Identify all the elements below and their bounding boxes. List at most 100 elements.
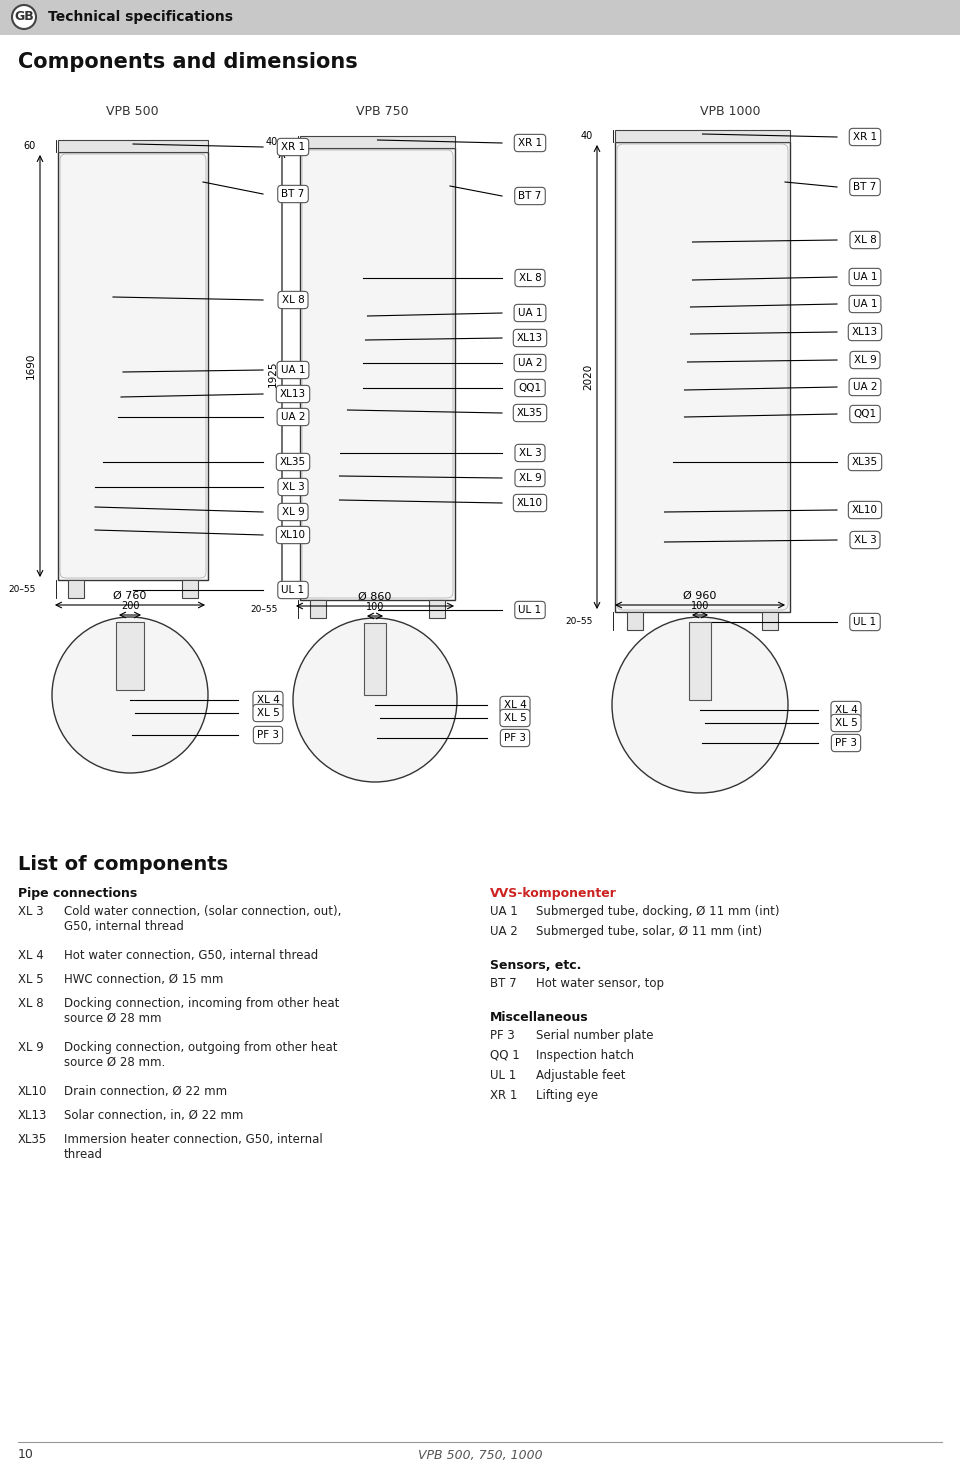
Text: PF 3: PF 3: [504, 733, 526, 743]
Text: Submerged tube, docking, Ø 11 mm (int): Submerged tube, docking, Ø 11 mm (int): [536, 905, 780, 918]
Text: Ø 860: Ø 860: [358, 593, 392, 602]
Text: 1925: 1925: [268, 361, 278, 387]
Text: QQ1: QQ1: [853, 409, 876, 418]
Bar: [615, 130, 790, 142]
Text: XL 3: XL 3: [281, 482, 304, 492]
Text: GB: GB: [14, 10, 34, 24]
Text: Solar connection, in, Ø 22 mm: Solar connection, in, Ø 22 mm: [64, 1108, 244, 1122]
Text: PF 3: PF 3: [257, 730, 279, 740]
Bar: [429, 600, 445, 618]
Text: XL 9: XL 9: [18, 1041, 44, 1054]
Text: 20–55: 20–55: [565, 616, 593, 625]
Text: Technical specifications: Technical specifications: [48, 10, 233, 24]
Circle shape: [52, 616, 208, 773]
Text: VPB 500: VPB 500: [106, 105, 158, 118]
Text: XL35: XL35: [516, 408, 543, 418]
Text: XL 5: XL 5: [18, 973, 43, 986]
Text: XL 4: XL 4: [834, 705, 857, 715]
Text: XL10: XL10: [852, 505, 878, 514]
Text: 200: 200: [121, 602, 139, 610]
Text: XL10: XL10: [280, 531, 306, 539]
Text: XR 1: XR 1: [490, 1089, 517, 1103]
Text: 100: 100: [366, 602, 384, 612]
Bar: [762, 612, 778, 630]
Text: Miscellaneous: Miscellaneous: [490, 1011, 588, 1024]
Text: Cold water connection, (solar connection, out),
G50, internal thread: Cold water connection, (solar connection…: [64, 905, 342, 933]
Text: Serial number plate: Serial number plate: [536, 1029, 654, 1042]
Text: Inspection hatch: Inspection hatch: [536, 1049, 634, 1063]
Text: Adjustable feet: Adjustable feet: [536, 1069, 626, 1082]
Text: XL 3: XL 3: [853, 535, 876, 545]
Text: BT 7: BT 7: [281, 189, 304, 200]
Circle shape: [612, 616, 788, 794]
Text: UL 1: UL 1: [518, 605, 541, 615]
Text: XL 8: XL 8: [18, 998, 43, 1009]
Text: UA 2: UA 2: [280, 412, 305, 423]
Text: Ø 960: Ø 960: [684, 591, 717, 602]
Text: Docking connection, outgoing from other heat
source Ø 28 mm.: Docking connection, outgoing from other …: [64, 1041, 338, 1069]
Text: XL10: XL10: [517, 498, 543, 508]
Text: BT 7: BT 7: [853, 182, 876, 192]
Text: XL 4: XL 4: [18, 949, 44, 962]
Text: XL 3: XL 3: [18, 905, 43, 918]
Text: XL 5: XL 5: [834, 718, 857, 729]
Text: Components and dimensions: Components and dimensions: [18, 52, 358, 72]
Bar: [310, 600, 326, 618]
Text: 60: 60: [24, 140, 36, 151]
Text: XL 8: XL 8: [518, 273, 541, 282]
Text: Drain connection, Ø 22 mm: Drain connection, Ø 22 mm: [64, 1085, 228, 1098]
Text: 40: 40: [581, 132, 593, 140]
Text: UA 2: UA 2: [517, 358, 542, 368]
Text: 20–55: 20–55: [251, 605, 278, 613]
Text: XL 9: XL 9: [853, 355, 876, 365]
Text: QQ 1: QQ 1: [490, 1049, 519, 1063]
Text: Submerged tube, solar, Ø 11 mm (int): Submerged tube, solar, Ø 11 mm (int): [536, 925, 762, 939]
Text: UA 1: UA 1: [490, 905, 517, 918]
Text: XR 1: XR 1: [518, 137, 542, 148]
Bar: [68, 579, 84, 599]
Bar: [58, 140, 208, 152]
Text: XL13: XL13: [18, 1108, 47, 1122]
Bar: [58, 152, 208, 579]
Text: 10: 10: [18, 1448, 34, 1462]
Text: XL 4: XL 4: [504, 701, 526, 709]
Text: XL35: XL35: [852, 457, 878, 467]
Text: UA 1: UA 1: [852, 272, 877, 282]
Text: UL 1: UL 1: [490, 1069, 516, 1082]
Text: XR 1: XR 1: [852, 132, 877, 142]
Text: XL 4: XL 4: [256, 695, 279, 705]
Text: XL35: XL35: [280, 457, 306, 467]
Text: XL 5: XL 5: [256, 708, 279, 718]
Text: XL13: XL13: [852, 327, 878, 337]
Text: 2020: 2020: [583, 364, 593, 390]
Text: UL 1: UL 1: [281, 585, 304, 596]
Text: Sensors, etc.: Sensors, etc.: [490, 959, 582, 973]
Bar: [182, 579, 198, 599]
Text: VVS-komponenter: VVS-komponenter: [490, 887, 617, 900]
Text: XL 9: XL 9: [281, 507, 304, 517]
Bar: [615, 142, 790, 612]
Text: HWC connection, Ø 15 mm: HWC connection, Ø 15 mm: [64, 973, 224, 986]
Text: VPB 750: VPB 750: [356, 105, 408, 118]
Text: XL 9: XL 9: [518, 473, 541, 483]
Text: UA 1: UA 1: [517, 307, 542, 318]
Text: List of components: List of components: [18, 854, 228, 873]
Text: XR 1: XR 1: [281, 142, 305, 152]
Text: 100: 100: [691, 602, 709, 610]
Text: Docking connection, incoming from other heat
source Ø 28 mm: Docking connection, incoming from other …: [64, 998, 340, 1026]
Text: Immersion heater connection, G50, internal
thread: Immersion heater connection, G50, intern…: [64, 1134, 323, 1162]
Text: 1690: 1690: [26, 353, 36, 380]
Text: BT 7: BT 7: [490, 977, 516, 990]
Text: QQ1: QQ1: [518, 383, 541, 393]
Text: UA 1: UA 1: [280, 365, 305, 375]
Text: UA 1: UA 1: [852, 299, 877, 309]
Text: PF 3: PF 3: [835, 738, 857, 748]
Bar: [627, 612, 643, 630]
Circle shape: [293, 618, 457, 782]
Text: Hot water sensor, top: Hot water sensor, top: [536, 977, 664, 990]
Text: XL13: XL13: [280, 389, 306, 399]
Bar: [300, 148, 455, 600]
Text: Hot water connection, G50, internal thread: Hot water connection, G50, internal thre…: [64, 949, 319, 962]
Text: VPB 1000: VPB 1000: [700, 105, 760, 118]
Text: Lifting eye: Lifting eye: [536, 1089, 598, 1103]
